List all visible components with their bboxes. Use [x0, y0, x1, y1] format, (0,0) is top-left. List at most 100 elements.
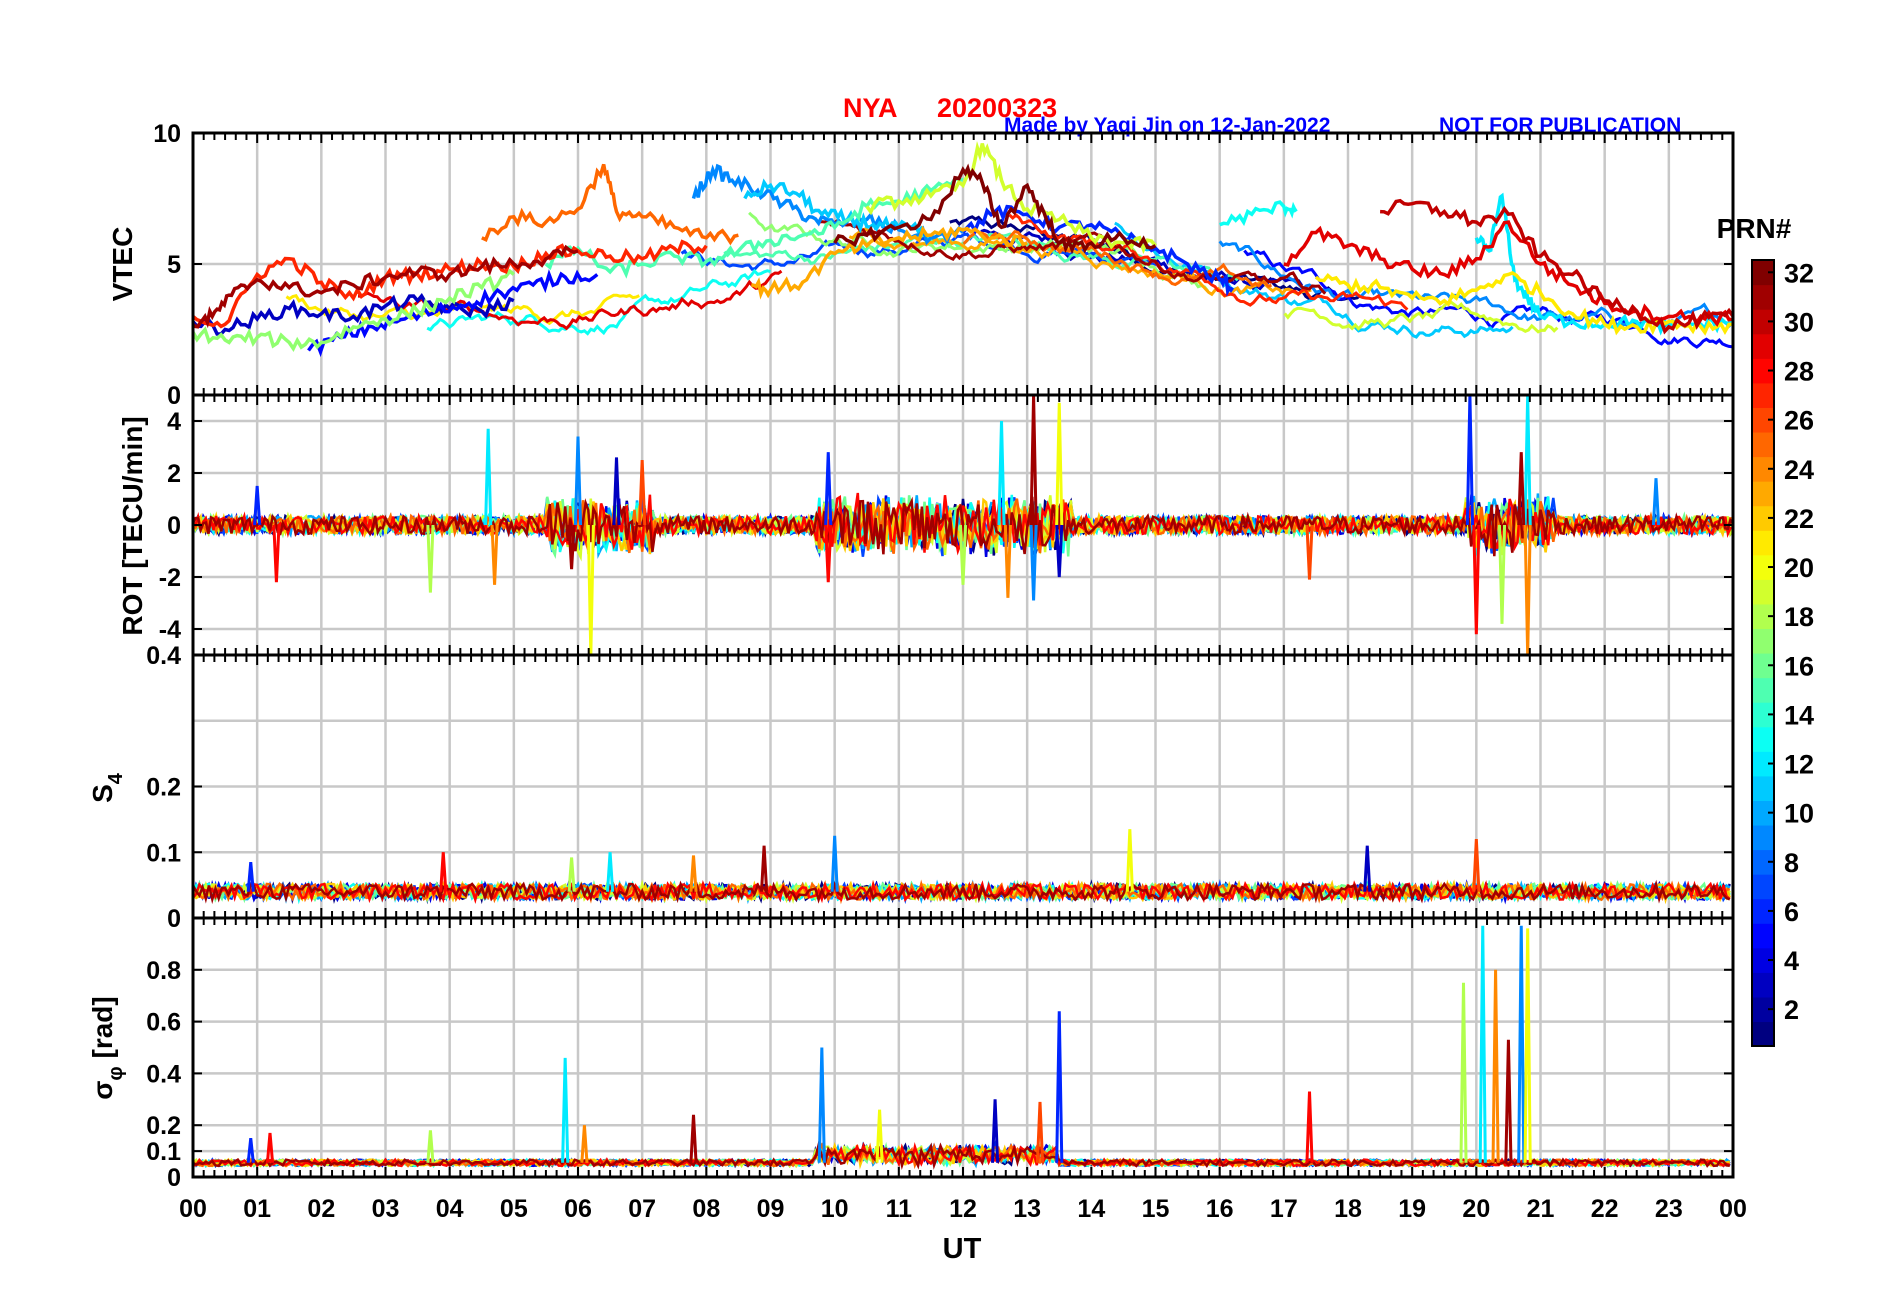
colorbar-tick-label: 8 — [1784, 848, 1799, 878]
vtec-trace-27 — [191, 239, 708, 329]
s4-spike — [246, 861, 255, 892]
x-tick-label: 10 — [821, 1195, 849, 1223]
sigma_phi-spike — [426, 1130, 435, 1163]
colorbar-tick-label: 12 — [1784, 750, 1814, 780]
s4-panel: 0 0.1 0.2 0.4 — [146, 642, 1735, 933]
colorbar-swatch — [1752, 751, 1774, 777]
colorbar-swatch — [1752, 407, 1774, 433]
colorbar-swatch — [1752, 923, 1774, 949]
sigma_phi-spike — [1517, 925, 1526, 1163]
colorbar-swatch — [1752, 800, 1774, 826]
rot-y-tick-label: -2 — [159, 564, 181, 592]
x-tick-labels: 00 01 02 03 04 05 06 07 08 09 10 11 12 13 14 15 16 17 18 19… — [179, 1195, 1747, 1223]
sigma_phi-spike — [875, 1109, 884, 1163]
rot-spike — [1055, 524, 1064, 578]
s4-y-tick-label: 0.1 — [146, 839, 181, 867]
rot-spike — [567, 524, 576, 570]
colorbar-tick-label: 30 — [1784, 307, 1814, 337]
colorbar-tick-label: 4 — [1784, 946, 1799, 976]
sigma_phi-spike — [580, 1125, 589, 1163]
s4-spike — [689, 855, 698, 892]
vtec-bg-trace — [285, 293, 640, 326]
colorbar-swatch — [1752, 824, 1774, 851]
vtec-trace-29 — [1283, 220, 1734, 328]
x-tick-label: 23 — [1655, 1195, 1683, 1223]
colorbar-tick-label: 32 — [1784, 258, 1814, 288]
s4-noise-trace — [191, 879, 1731, 905]
rot-series — [191, 394, 1735, 656]
sigma_phi-y-tick-label: 0.8 — [146, 957, 181, 985]
sigma_phi-spike — [1035, 1101, 1045, 1163]
colorbar-swatch — [1752, 775, 1774, 801]
colorbar-tick-label: 10 — [1784, 799, 1814, 829]
s4-axis-label: S4 — [87, 772, 127, 803]
vtec-bg-trace — [1008, 213, 1409, 311]
sigma_phi-y-tick-label: 0.4 — [146, 1060, 181, 1088]
vtec-y-tick-label: 10 — [153, 120, 181, 148]
sigma_phi-spike — [689, 1114, 698, 1163]
x-tick-label: 03 — [372, 1195, 400, 1223]
x-tick-label: 05 — [500, 1195, 528, 1223]
sigma_phi-spike — [561, 1057, 570, 1163]
date-title: 20200323 — [937, 93, 1057, 123]
vtec-axis-label: VTEC — [107, 227, 138, 302]
rot-spike — [824, 524, 833, 583]
sigma_phi-panel: 00.10.2 0.4 0.6 0.8 — [146, 916, 1735, 1192]
sigma_phi-series — [191, 925, 1731, 1171]
x-tick-label: 21 — [1527, 1195, 1555, 1223]
colorbar-tick-label: 28 — [1784, 357, 1814, 387]
x-tick-label: 18 — [1334, 1195, 1362, 1223]
vtec-trace-23 — [751, 225, 1028, 300]
x-tick-label: 20 — [1462, 1195, 1490, 1223]
vtec-trace-11 — [743, 178, 926, 235]
colorbar-tick-label: 26 — [1784, 406, 1814, 436]
colorbar-tick-label: 2 — [1784, 995, 1799, 1025]
colorbar-swatch — [1752, 849, 1774, 875]
sigma_phi-spike — [1491, 969, 1500, 1163]
s4-spike — [439, 852, 448, 892]
sigma_phi-spike — [1523, 928, 1532, 1163]
colorbar-swatch — [1752, 333, 1774, 359]
svg-text:σφ [rad]: σφ [rad] — [87, 996, 127, 1099]
sigma_phi-y-tick-label: 0.6 — [146, 1009, 181, 1037]
colorbar-swatch — [1752, 309, 1774, 335]
rot-noise-trace — [191, 492, 1734, 556]
rot-spike — [1029, 524, 1038, 601]
colorbar-swatch — [1752, 260, 1774, 286]
x-tick-label: 07 — [628, 1195, 656, 1223]
x-tick-label: 06 — [564, 1195, 592, 1223]
x-tick-label: 02 — [307, 1195, 335, 1223]
sigma-phi-axis-label: σφ [rad] — [87, 996, 127, 1099]
colorbar-swatch — [1752, 628, 1774, 654]
colorbar-swatch — [1752, 898, 1774, 924]
svg-text:S4: S4 — [87, 772, 127, 803]
colorbar-swatch — [1752, 456, 1774, 482]
colorbar-swatch — [1752, 481, 1774, 507]
x-tick-label: 22 — [1591, 1195, 1619, 1223]
vtec-trace-25 — [481, 163, 739, 246]
s4-y-tick-label: 0.2 — [146, 774, 181, 802]
rot-spike — [573, 436, 583, 526]
x-tick-label: 00 — [179, 1195, 207, 1223]
s4-y-tick-label: 0.4 — [146, 642, 181, 670]
rot-spike — [1497, 524, 1507, 624]
vtec-bg-trace — [1283, 300, 1559, 334]
x-tick-label: 19 — [1398, 1195, 1426, 1223]
colorbar-swatch — [1752, 284, 1774, 310]
x-tick-label: 15 — [1142, 1195, 1170, 1223]
colorbar-title: PRN# — [1717, 213, 1792, 244]
rot-spike — [253, 485, 262, 526]
s4-series — [191, 829, 1731, 905]
sigma_phi-noise-trace — [192, 1140, 1730, 1171]
vtec-trace-19 — [865, 140, 1157, 255]
colorbar-swatch — [1752, 947, 1774, 973]
colorbar-swatch — [1752, 726, 1774, 752]
colorbar-tick-label: 22 — [1784, 504, 1814, 534]
rot-spike — [1517, 452, 1526, 526]
vtec-trace-5 — [307, 269, 599, 358]
colorbar-tick-label: 20 — [1784, 553, 1814, 583]
rot-spike — [484, 428, 493, 526]
x-tick-label: 04 — [436, 1195, 464, 1223]
sigma_phi-spike — [1305, 1091, 1314, 1163]
